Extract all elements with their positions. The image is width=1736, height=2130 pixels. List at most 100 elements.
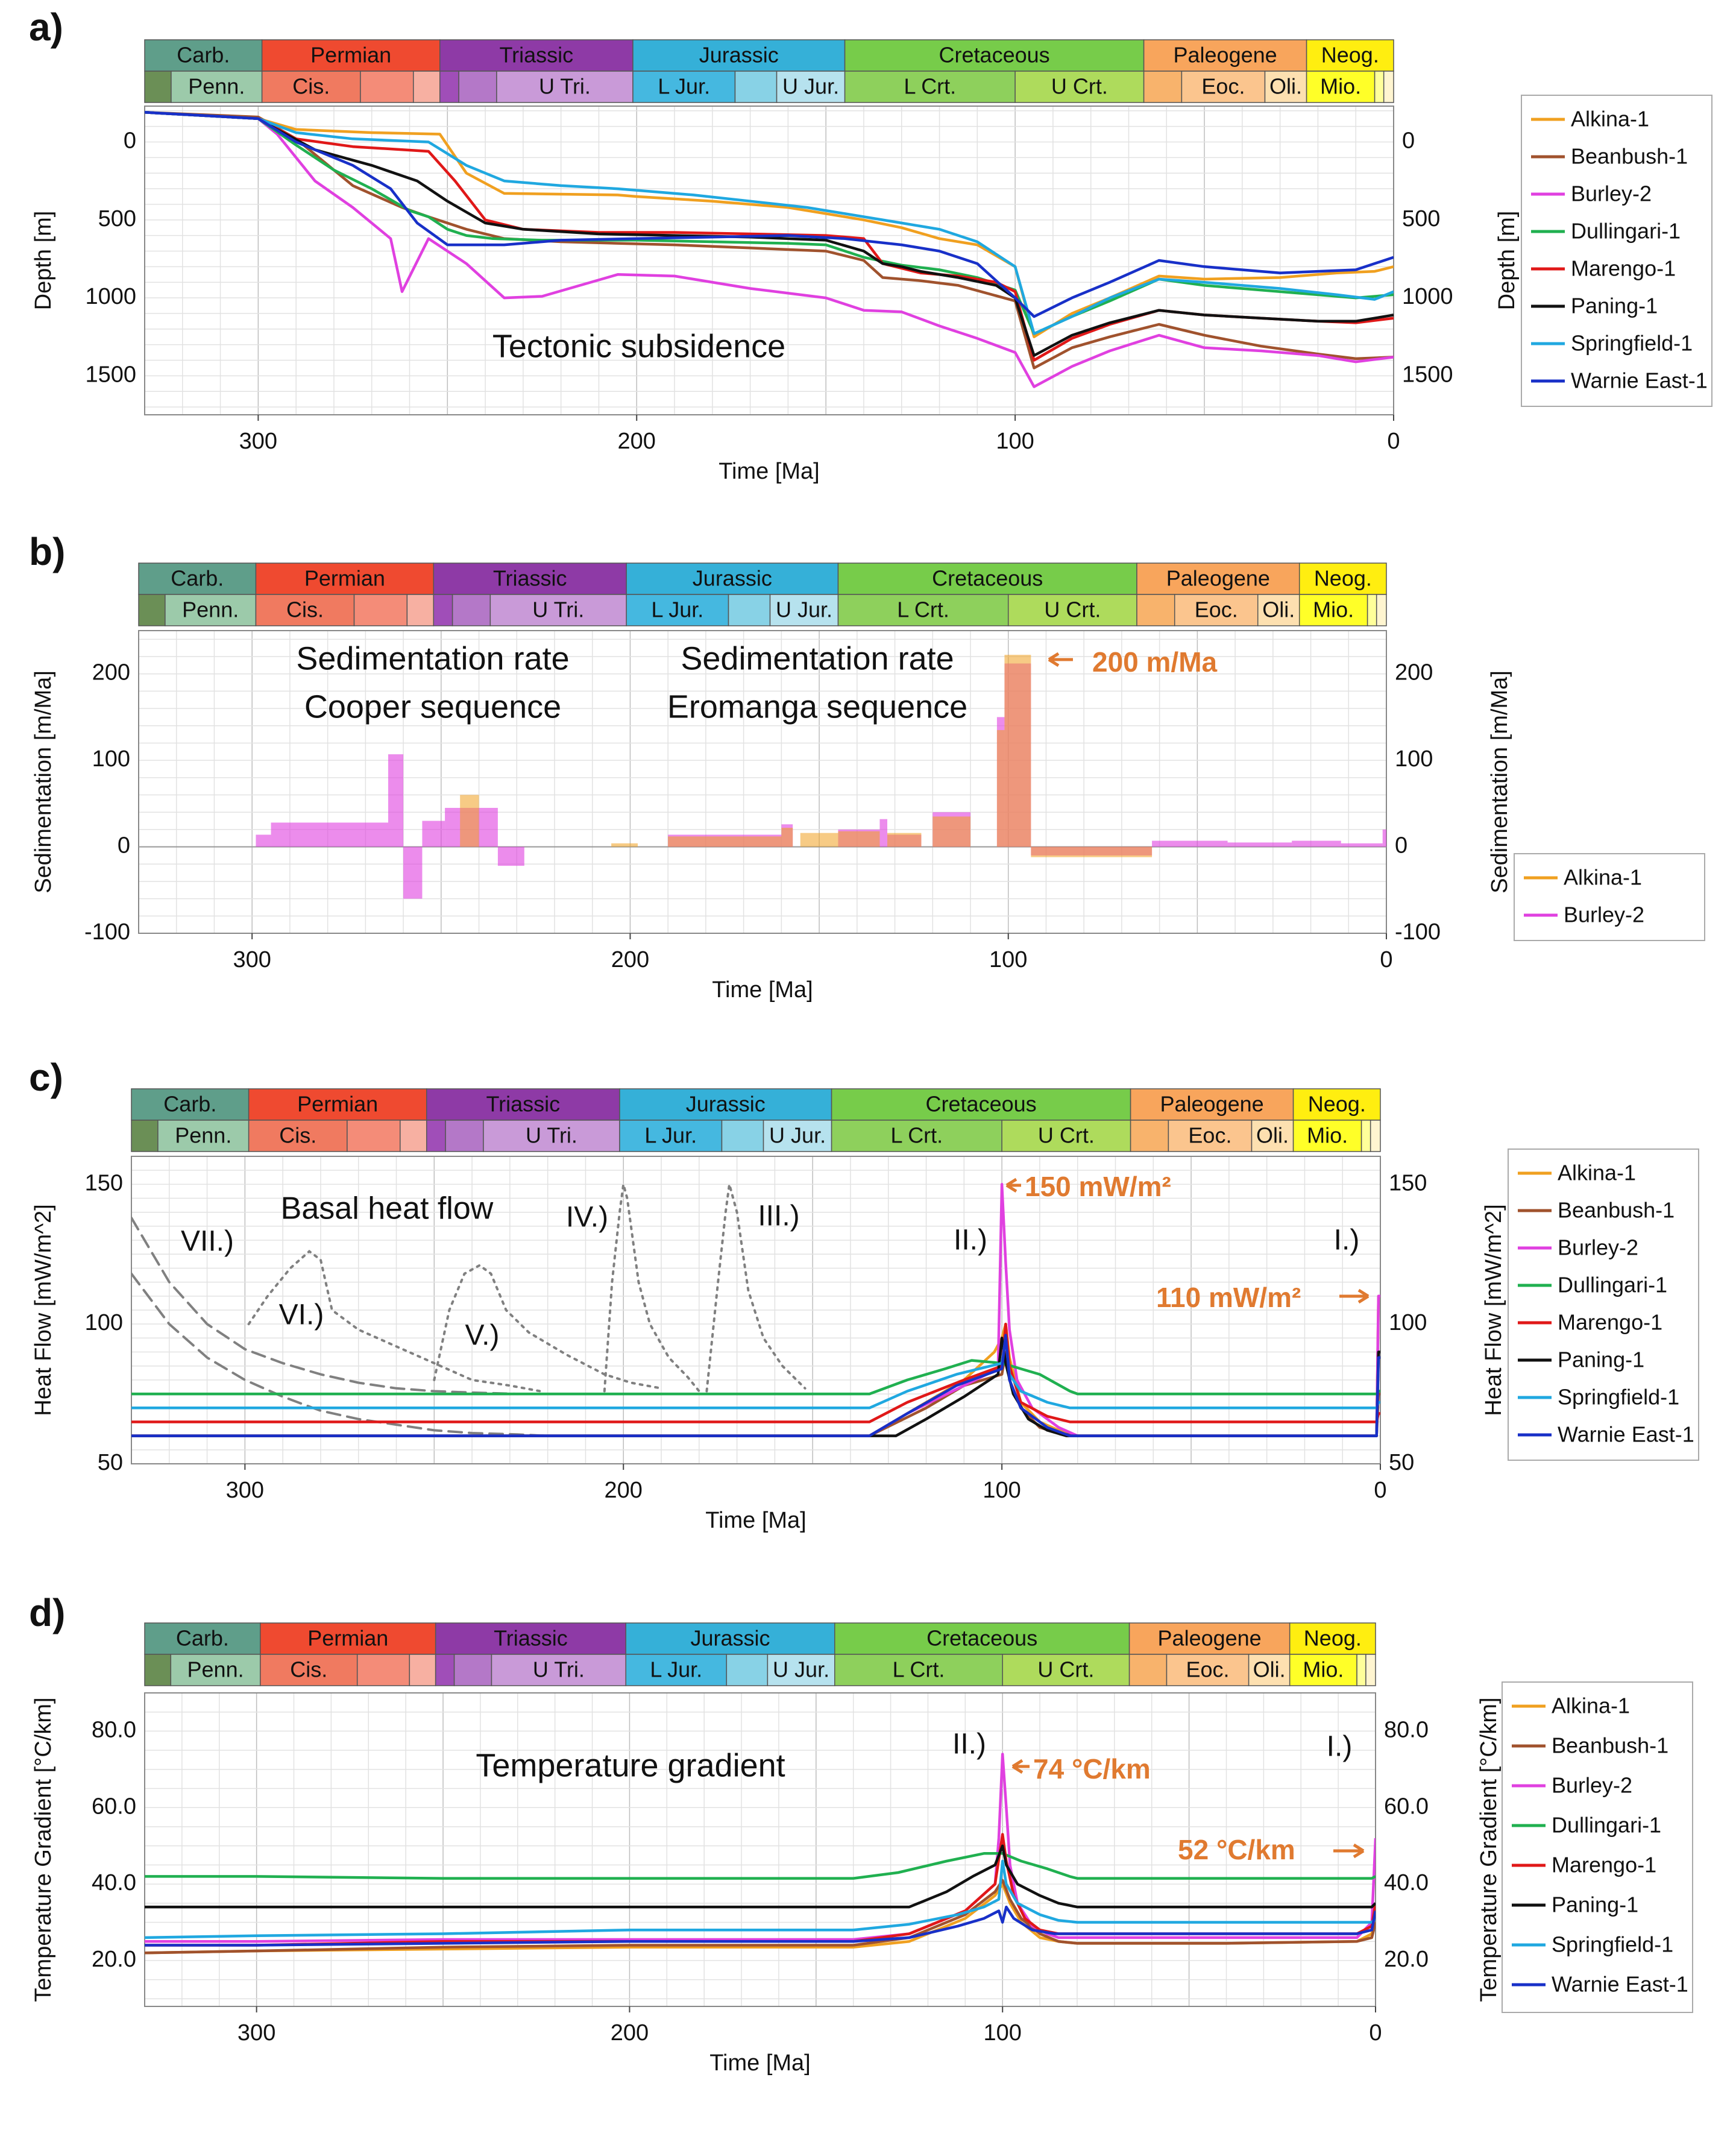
timescale-epoch <box>170 1654 261 1686</box>
legend-label: Beanbush-1 <box>1571 144 1688 169</box>
plot-frame <box>144 106 1394 415</box>
legend-label: Springfield-1 <box>1558 1385 1679 1410</box>
period-label: Paleogene <box>1174 43 1277 68</box>
timescale-period <box>144 1622 261 1655</box>
timescale-epoch <box>1366 594 1377 626</box>
epoch-label: L Crt. <box>891 1123 943 1148</box>
epoch-label: Cis. <box>286 597 324 622</box>
epoch-label: U Tri. <box>539 74 591 99</box>
timescale-epoch <box>1001 1120 1131 1152</box>
period-label: Permian <box>304 566 385 591</box>
legend-label: Burley-2 <box>1552 1773 1632 1798</box>
epoch-label: Eoc. <box>1188 1123 1231 1148</box>
annotation-text: Sedimentation rate <box>681 640 954 676</box>
series-line-dullingari-1 <box>145 111 1394 335</box>
y-tick-label-right: 40.0 <box>1384 1870 1429 1895</box>
legend-label: Dullingari-1 <box>1571 219 1681 244</box>
timescale-epoch <box>400 1120 427 1152</box>
timescale-epoch <box>1383 71 1394 103</box>
legend-label: Springfield-1 <box>1552 1932 1673 1957</box>
annotation-title: Temperature gradient <box>476 1747 785 1783</box>
timescale-period <box>426 1088 620 1121</box>
plot-marks <box>131 1183 1380 1437</box>
timescale-epoch <box>453 1654 492 1686</box>
y-tick-label-right: 100 <box>1395 746 1433 772</box>
timescale-epoch <box>433 594 453 626</box>
legend-label: Marengo-1 <box>1558 1310 1662 1335</box>
legend-label: Paning-1 <box>1552 1892 1638 1917</box>
period-label: Jurassic <box>690 1626 770 1651</box>
epoch-label: Penn. <box>188 74 245 99</box>
timescale-period <box>248 1088 427 1121</box>
panel-2: b) Carb. Permian Triassic Jurassic Cretaceous… <box>29 530 1705 1003</box>
timescale-epoch <box>721 1120 764 1152</box>
annotation-arrow <box>1005 1177 1021 1193</box>
period-label: Carb. <box>163 1092 216 1117</box>
timescale-epoch <box>1002 1654 1130 1686</box>
epoch-label: Mio. <box>1307 1123 1348 1148</box>
annotation-arrow <box>1011 1759 1030 1774</box>
epoch-label: Cis. <box>292 74 330 99</box>
timescale-epoch <box>1130 1120 1169 1152</box>
x-tick-label: 100 <box>996 429 1034 454</box>
period-label: Cretaceous <box>926 1626 1037 1651</box>
timescale-epoch <box>769 594 839 626</box>
period-label: Jurassic <box>693 566 772 591</box>
reference-heatflow-curve <box>131 1217 519 1396</box>
timescale-epoch <box>157 1120 250 1152</box>
sedimentation-bar <box>1341 843 1383 847</box>
panel-4: d) Carb. Permian Triassic Jurassic Cretaceous… <box>29 1591 1693 2076</box>
epoch-label: Penn. <box>187 1657 244 1682</box>
epoch-label: L Jur. <box>652 597 704 622</box>
timescale-epoch <box>1365 1654 1376 1686</box>
reference-heatflow-curve <box>603 1183 700 1393</box>
timescale-epoch <box>1292 1120 1362 1152</box>
period-label: Permian <box>297 1092 378 1117</box>
timescale-epoch <box>489 594 627 626</box>
legend-label: Alkina-1 <box>1571 107 1649 131</box>
x-axis-label: Time [Ma] <box>705 1508 807 1533</box>
series-line-warnie-east-1 <box>145 1905 1376 1947</box>
sedimentation-bar <box>932 816 970 847</box>
series-line-dullingari-1 <box>145 1852 1376 1880</box>
x-tick-label: 0 <box>1369 2020 1382 2046</box>
y-tick-label-left: 1500 <box>85 362 136 387</box>
epoch-label: Cis. <box>290 1657 327 1682</box>
legend-label: Warnie East-1 <box>1571 368 1708 393</box>
epoch-label: U Tri. <box>526 1123 577 1148</box>
epoch-label: Penn. <box>182 597 239 622</box>
timescale-epoch <box>261 71 361 103</box>
period-label: Permian <box>307 1626 388 1651</box>
epoch-label: L Crt. <box>904 74 957 99</box>
timescale-period <box>626 562 839 595</box>
legend-label: Marengo-1 <box>1571 256 1676 281</box>
period-label: Paleogene <box>1166 566 1270 591</box>
period-label: Neog. <box>1308 1092 1366 1117</box>
epoch-label: U Tri. <box>532 597 584 622</box>
y-tick-label-right: 1000 <box>1402 284 1453 309</box>
timescale-period <box>131 1088 250 1121</box>
y-tick-label-left: 100 <box>92 746 130 772</box>
reference-heatflow-curve <box>705 1183 807 1393</box>
legend-label: Springfield-1 <box>1571 331 1693 356</box>
x-tick-label: 200 <box>611 2020 649 2046</box>
timescale-epoch <box>439 71 459 103</box>
timescale-epoch <box>356 1654 410 1686</box>
timescale-epoch <box>1251 1120 1294 1152</box>
y-tick-label-right: 200 <box>1395 660 1433 685</box>
period-label: Paleogene <box>1160 1092 1264 1117</box>
sedimentation-bar <box>388 754 404 847</box>
x-tick-label: 100 <box>983 1478 1021 1503</box>
timescale-period <box>433 562 627 595</box>
timescale-period <box>831 1088 1131 1121</box>
timescale-period <box>439 39 634 72</box>
sedimentation-bar <box>668 836 782 847</box>
y-tick-label-right: 500 <box>1402 206 1440 232</box>
y-tick-label-right: 60.0 <box>1384 1794 1429 1819</box>
epoch-label: U Crt. <box>1044 597 1101 622</box>
x-tick-label: 200 <box>611 947 649 972</box>
epoch-label: Eoc. <box>1186 1657 1230 1682</box>
plot-marks <box>145 1753 1376 1955</box>
sedimentation-bar <box>1004 655 1031 847</box>
